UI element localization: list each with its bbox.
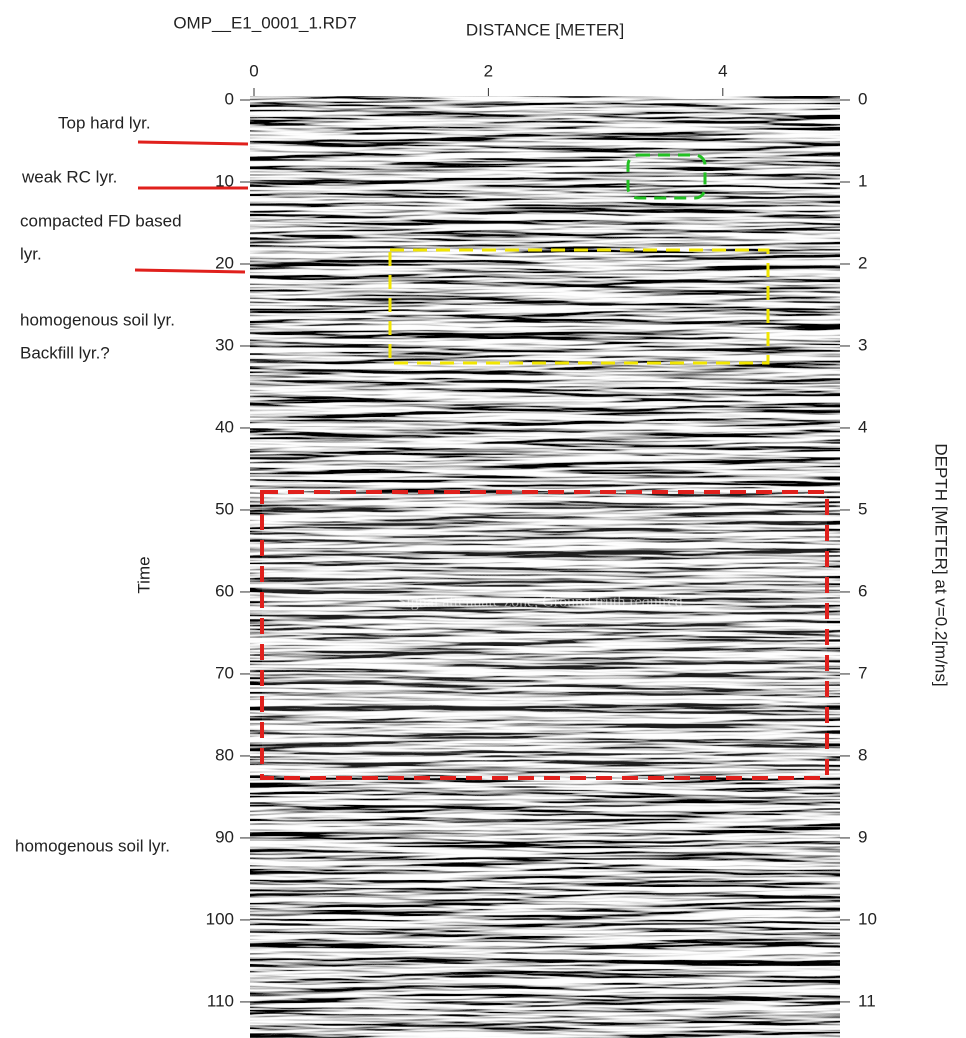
layer-annotation: weak RC lyr. [21, 167, 117, 186]
y-tick-label: 100 [206, 909, 234, 928]
y-tick-label: 110 [207, 991, 234, 1010]
y-tick-label: 40 [215, 417, 234, 436]
y-tick-label: 60 [215, 581, 234, 600]
file-name: OMP__E1_0001_1.RD7 [173, 13, 356, 32]
y2-tick-label: 1 [858, 171, 867, 190]
y2-tick-label: 7 [858, 663, 867, 682]
yellow-zone [388, 248, 770, 365]
y2-tick-label: 11 [858, 991, 876, 1010]
y2-tick-label: 9 [858, 827, 867, 846]
y2-tick-label: 5 [858, 499, 867, 518]
y2-tick-label: 0 [858, 89, 867, 108]
layer-annotation: Backfill lyr.? [20, 343, 110, 362]
y2-tick-label: 10 [858, 909, 877, 928]
y2-tick-label: 4 [858, 417, 867, 436]
y-tick-label: 30 [215, 335, 234, 354]
attenuation-zone-shade [262, 492, 827, 778]
x-axis-label: DISTANCE [METER] [466, 20, 624, 39]
y2-tick-label: 2 [858, 253, 867, 272]
layer-annotation: Top hard lyr. [58, 113, 151, 132]
green-zone [626, 153, 707, 200]
y-tick-label: 50 [215, 499, 234, 518]
layer-annotation: lyr. [20, 244, 42, 263]
y2-tick-label: 6 [858, 581, 867, 600]
y-tick-label: 10 [215, 171, 234, 190]
red-zone [260, 490, 829, 780]
y-tick-label: 0 [225, 89, 234, 108]
layer-line [134, 268, 246, 274]
x-tick-label: 0 [249, 61, 258, 80]
y-axis-label: Time [134, 556, 153, 593]
layer-annotation: homogenous soil lyr. [20, 310, 175, 329]
radargram-image [250, 96, 840, 1038]
zone-label: Signal attenuate zone, Ground truth requ… [397, 594, 682, 611]
y-tick-label: 90 [215, 827, 234, 846]
y2-tick-label: 8 [858, 745, 867, 764]
layer-annotation: compacted FD based [20, 211, 182, 230]
layer-annotation: homogenous soil lyr. [15, 836, 170, 855]
y-tick-label: 70 [215, 663, 234, 682]
y2-axis-label: DEPTH [METER] at v=0.2[m/ns] [932, 443, 951, 686]
x-tick-label: 4 [718, 61, 727, 80]
layer-line [137, 140, 249, 146]
y2-tick-label: 3 [858, 335, 867, 354]
y-tick-label: 80 [215, 745, 234, 764]
x-tick-label: 2 [484, 61, 493, 80]
y-tick-label: 20 [215, 253, 234, 272]
